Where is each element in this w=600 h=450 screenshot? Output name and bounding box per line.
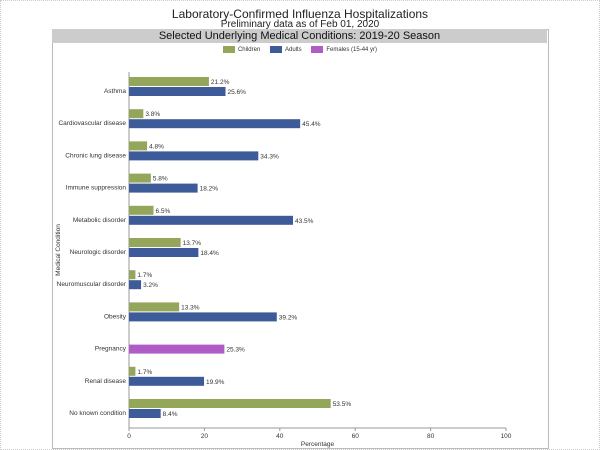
bar-children: [129, 302, 180, 312]
panel-title: Selected Underlying Medical Conditions: …: [52, 29, 547, 43]
bar-adults: [129, 409, 161, 418]
bar-adults: [129, 87, 226, 96]
data-label: 8.4%: [163, 411, 178, 418]
category-label: Asthma: [104, 88, 126, 95]
chart-subtitle: Preliminary data as of Feb 01, 2020: [220, 19, 380, 30]
bar-children: [129, 173, 151, 183]
bar-children: [129, 205, 154, 215]
data-label: 13.3%: [181, 304, 200, 311]
category-label: Neurologic disorder: [70, 249, 127, 256]
legend-label: Females (15-44 yr): [326, 46, 378, 53]
bar-adults: [129, 119, 301, 129]
data-label: 39.2%: [279, 314, 298, 321]
bar-adults: [129, 376, 205, 386]
category-label: Chronic lung disease: [65, 152, 126, 159]
bar-adults: [129, 248, 199, 257]
bar-children: [129, 270, 136, 280]
data-label: 1.7%: [137, 272, 152, 279]
data-label: 34.3%: [260, 153, 279, 160]
legend: Children Adults Females (15-44 yr): [0, 46, 600, 55]
category-label: Metabolic disorder: [73, 217, 127, 224]
data-label: 18.2%: [200, 186, 219, 193]
category-label: No known condition: [69, 410, 126, 417]
x-tick-label: 20: [201, 433, 209, 440]
chart-title: Laboratory-Confirmed Influenza Hospitali…: [171, 7, 429, 21]
data-label: 45.4%: [302, 121, 321, 128]
legend-item-females: Females (15-44 yr): [311, 46, 377, 53]
category-label: Obesity: [104, 313, 127, 320]
bar-children: [129, 366, 136, 376]
x-tick-label: 60: [352, 433, 360, 440]
category-label: Cardiovascular disease: [58, 120, 126, 127]
x-axis-label: Percentage: [301, 441, 335, 448]
y-axis-label: Medical Condition: [55, 224, 62, 276]
legend-swatch: [222, 46, 235, 53]
data-label: 1.7%: [137, 369, 152, 376]
bar-adults: [129, 312, 277, 322]
data-label: 25.3%: [226, 347, 245, 354]
data-label: 19.9%: [206, 379, 225, 386]
bar-adults: [129, 280, 142, 290]
legend-item-adults: Adults: [269, 46, 302, 53]
bar-adults: [129, 183, 198, 193]
data-label: 3.2%: [143, 282, 158, 289]
legend-swatch: [311, 46, 324, 53]
bar-adults: [129, 215, 293, 225]
bar-adults: [129, 151, 259, 161]
bar-children: [129, 141, 148, 151]
bar-children: [129, 238, 181, 247]
legend-label: Adults: [284, 46, 302, 53]
data-label: 43.5%: [295, 218, 314, 225]
data-label: 13.7%: [183, 240, 202, 247]
category-label: Renal disease: [85, 378, 127, 385]
category-label: Pregnancy: [95, 346, 127, 353]
x-tick-label: 80: [427, 433, 435, 440]
x-tick-label: 0: [127, 433, 131, 440]
data-label: 18.4%: [200, 250, 219, 257]
legend-item-children: Children: [222, 46, 261, 53]
data-label: 53.5%: [333, 401, 352, 408]
legend-label: Children: [237, 46, 261, 53]
bar-females: [129, 344, 225, 354]
legend-swatch: [269, 46, 282, 53]
data-label: 21.2%: [211, 79, 230, 86]
data-label: 25.6%: [228, 89, 247, 96]
x-tick-label: 40: [276, 433, 284, 440]
bar-children: [129, 109, 144, 119]
bar-children: [129, 77, 209, 86]
category-label: Neuromuscular disorder: [57, 281, 127, 288]
data-label: 3.8%: [145, 111, 160, 118]
bar-children: [129, 399, 331, 408]
data-label: 4.8%: [149, 143, 164, 150]
category-label: Immune suppression: [66, 185, 127, 192]
data-label: 5.8%: [153, 176, 168, 183]
x-tick-label: 100: [501, 433, 512, 440]
data-label: 6.5%: [156, 208, 171, 215]
